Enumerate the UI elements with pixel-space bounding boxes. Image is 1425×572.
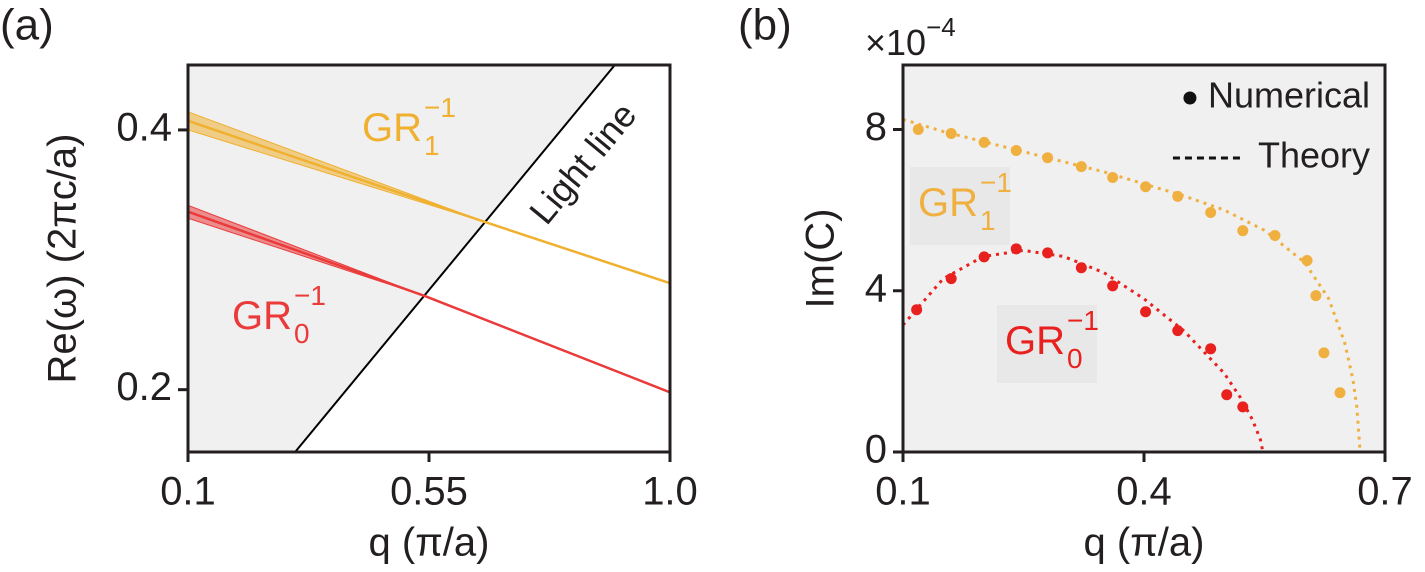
label-text: GR — [1005, 319, 1065, 363]
data-point — [1010, 243, 1022, 255]
series-label: GR−1 1 — [918, 167, 1012, 236]
x-axis-label: q (π/a) — [1084, 521, 1205, 565]
data-point — [1205, 207, 1217, 219]
data-point — [1172, 190, 1184, 202]
data-point — [1269, 230, 1281, 242]
mode-line — [188, 210, 670, 394]
data-point — [1075, 161, 1087, 173]
data-point — [1042, 152, 1054, 164]
mode-line — [188, 119, 670, 285]
y-axis-label: Im(C) — [799, 209, 843, 309]
data-point — [1107, 280, 1119, 292]
x-tick-label: 1.0 — [642, 470, 698, 514]
label-text: GR — [918, 181, 978, 225]
data-point — [1301, 255, 1313, 267]
label-sup: −1 — [980, 167, 1012, 198]
data-point — [945, 128, 957, 140]
x-tick-label: 0.1 — [160, 470, 216, 514]
data-point — [978, 136, 990, 148]
panel-label: (a) — [0, 1, 54, 50]
x-axis-label: q (π/a) — [369, 521, 490, 565]
data-point — [1140, 181, 1152, 193]
series-label: GR−1 0 — [232, 280, 326, 349]
plot-area — [903, 65, 1385, 452]
series-label: GR−1 0 — [1005, 305, 1099, 374]
data-point — [1310, 290, 1322, 302]
legend-label: Numerical — [1208, 75, 1370, 116]
data-point — [1107, 171, 1119, 183]
data-point — [912, 124, 924, 135]
legend-label: Theory — [1258, 135, 1370, 176]
data-point — [978, 251, 990, 263]
label-sup: −1 — [294, 280, 326, 311]
label-sup: −1 — [1067, 305, 1099, 336]
label-text: GR — [362, 106, 422, 150]
y-tick-label: 0 — [865, 428, 887, 472]
data-point — [1237, 225, 1249, 237]
label-sub: 1 — [424, 130, 440, 161]
label-box — [997, 305, 1097, 383]
data-point — [1334, 387, 1346, 399]
data-point — [945, 273, 957, 285]
x-tick-label: 0.4 — [1116, 470, 1172, 514]
data-point — [1318, 347, 1330, 359]
series-label: GR−1 1 — [362, 92, 456, 161]
data-point — [911, 304, 923, 316]
data-point — [1042, 247, 1054, 259]
multiplier: ×10−4 — [865, 12, 956, 63]
label-sup: −1 — [424, 92, 456, 123]
data-point — [1172, 325, 1184, 337]
label-text: GR — [232, 294, 292, 338]
y-tick-label: 0.2 — [116, 365, 172, 409]
y-tick-label: 8 — [865, 105, 887, 149]
data-point — [1140, 306, 1152, 318]
legend-marker — [1183, 91, 1197, 105]
x-tick-label: 0.55 — [390, 470, 468, 514]
multiplier-sup: −4 — [926, 12, 956, 42]
plot-area — [188, 65, 670, 452]
light-line — [293, 65, 617, 452]
label-sub: 0 — [294, 318, 310, 349]
y-tick-label: 4 — [865, 266, 887, 310]
label-box — [910, 167, 1010, 245]
shaded-region — [188, 65, 615, 452]
y-tick-label: 0.4 — [116, 105, 172, 149]
data-point — [1221, 389, 1233, 401]
panel-label: (b) — [738, 1, 792, 50]
data-point — [1010, 144, 1022, 156]
x-tick-label: 0.1 — [875, 470, 931, 514]
data-point — [1205, 343, 1217, 355]
plot-background — [903, 65, 1385, 452]
label-sub: 1 — [980, 205, 996, 236]
data-point — [1237, 401, 1249, 413]
y-axis-label: Re(ω) (2πc/a) — [41, 134, 85, 384]
label-sub: 0 — [1067, 343, 1083, 374]
theory-line — [903, 117, 1362, 452]
data-point — [1075, 262, 1087, 274]
multiplier-text: ×10 — [865, 22, 926, 63]
x-tick-label: 0.7 — [1357, 470, 1413, 514]
